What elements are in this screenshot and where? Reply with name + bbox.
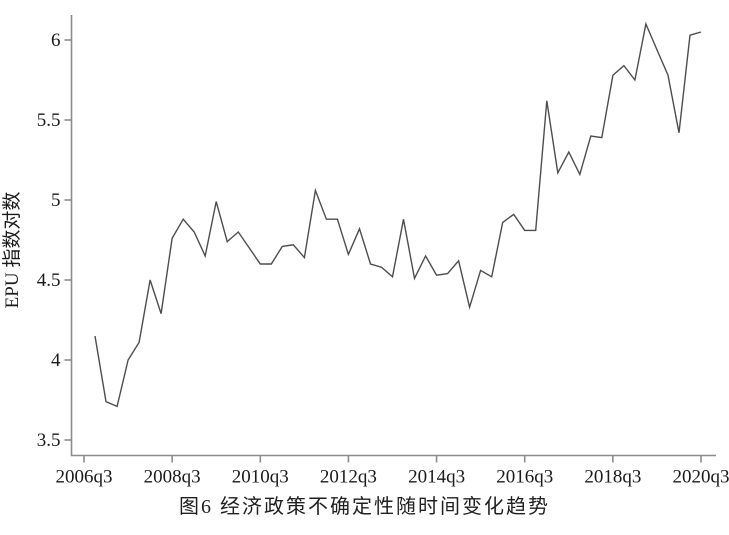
y-tick-label: 6 xyxy=(51,30,61,51)
x-tick-label: 2006q3 xyxy=(56,467,113,488)
y-tick-label: 3.5 xyxy=(37,430,61,451)
y-axis-title: EPU 指数对数 xyxy=(1,192,23,309)
x-tick-label: 2008q3 xyxy=(144,467,201,488)
x-tick-label: 2010q3 xyxy=(232,467,289,488)
x-tick-label: 2012q3 xyxy=(320,467,377,488)
y-tick-label: 5.5 xyxy=(37,110,61,131)
epu-series-line xyxy=(94,21,702,408)
y-tick-label: 5 xyxy=(51,190,61,211)
y-tick-label: 4 xyxy=(51,350,61,371)
x-tick-label: 2016q3 xyxy=(496,467,553,488)
x-tick-label: 2020q3 xyxy=(673,467,729,488)
x-tick-label: 2018q3 xyxy=(584,467,641,488)
x-tick-label: 2014q3 xyxy=(408,467,465,488)
y-tick-label: 4.5 xyxy=(37,270,61,291)
figure-caption: 图6 经济政策不确定性随时间变化趋势 xyxy=(179,496,550,518)
